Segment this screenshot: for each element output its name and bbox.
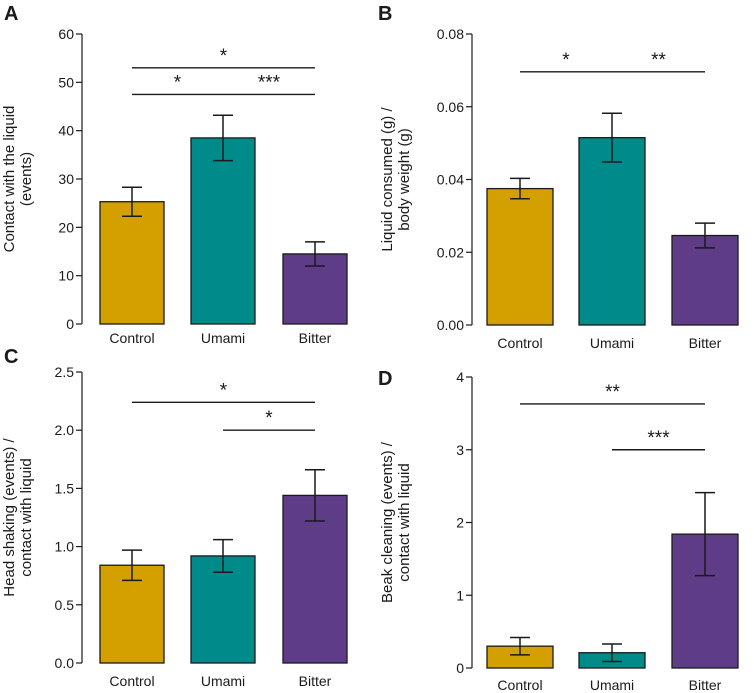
error-bar-d-umami: [602, 643, 622, 663]
category-label-a-umami: Umami: [201, 330, 245, 346]
y-tick-label-a-0: 0: [66, 316, 74, 332]
category-label-c-control: Control: [109, 673, 154, 689]
panel-letter-d: D: [378, 368, 392, 390]
y-tick-label-c-2: 1.0: [55, 539, 75, 555]
significance-label-c-1: *: [265, 408, 273, 429]
significance-label-a-2: ***: [258, 72, 281, 93]
y-axis-label-line-b-0: Liquid consumed (g) /: [379, 107, 396, 252]
bar-b-bitter: [671, 234, 739, 326]
significance-label-d-1: ***: [647, 428, 670, 449]
category-label-b-umami: Umami: [590, 335, 634, 351]
y-axis-label-a: Contact with the liquid(events): [1, 106, 35, 253]
y-tick-label-c-0: 0.0: [55, 655, 75, 671]
y-axis-label-b: Liquid consumed (g) /body weight (g): [379, 107, 413, 252]
y-tick-label-c-3: 1.5: [55, 480, 75, 496]
bar-a-control: [99, 201, 165, 325]
category-label-a-control: Control: [109, 330, 154, 346]
y-tick-label-a-4: 40: [58, 123, 74, 139]
error-bar-d-bitter: [695, 491, 715, 577]
y-tick-label-b-1: 0.02: [437, 244, 464, 260]
bar-c-bitter: [282, 494, 348, 664]
category-label-a-bitter: Bitter: [299, 330, 332, 346]
y-axis-label-line-d-0: Beak cleaning (events) /: [379, 441, 396, 603]
y-axis-label-line-a-0: Contact with the liquid: [1, 106, 18, 253]
error-bar-c-control: [122, 549, 142, 582]
y-tick-label-d-2: 2: [456, 515, 464, 531]
category-label-d-bitter: Bitter: [689, 677, 722, 693]
significance-label-c-0: *: [220, 380, 228, 401]
y-tick-label-c-1: 0.5: [55, 597, 75, 613]
y-tick-label-c-4: 2.0: [55, 422, 75, 438]
y-axis-label-line-a-1: (events): [18, 152, 35, 206]
bar-b-umami: [578, 137, 646, 326]
category-label-d-control: Control: [497, 677, 542, 693]
y-tick-label-a-6: 60: [58, 26, 74, 42]
y-tick-label-d-4: 4: [456, 369, 464, 385]
category-label-b-bitter: Bitter: [689, 335, 722, 351]
category-label-c-bitter: Bitter: [299, 673, 332, 689]
error-bar-b-umami: [602, 112, 622, 163]
y-tick-label-a-2: 20: [58, 219, 74, 235]
category-label-c-umami: Umami: [201, 673, 245, 689]
bar-c-umami: [190, 555, 256, 664]
y-tick-label-b-2: 0.04: [437, 172, 464, 188]
error-bar-d-control: [510, 636, 530, 656]
bar-c-control: [99, 564, 165, 664]
y-tick-label-b-0: 0.00: [437, 317, 464, 333]
y-axis-label-c: Head shaking (events) /contact with liqu…: [1, 437, 35, 596]
y-tick-label-d-0: 0: [456, 660, 464, 676]
y-tick-label-d-3: 3: [456, 442, 464, 458]
bar-b-control: [486, 187, 554, 326]
y-tick-label-a-5: 50: [58, 74, 74, 90]
error-bar-b-control: [510, 177, 530, 200]
panel-letter-c: C: [4, 346, 18, 368]
error-bar-c-bitter: [305, 469, 325, 522]
category-label-d-umami: Umami: [590, 677, 634, 693]
y-tick-label-c-5: 2.5: [55, 364, 75, 380]
error-bar-a-control: [122, 186, 142, 217]
significance-label-a-1: *: [174, 72, 182, 93]
error-bar-a-umami: [213, 114, 233, 162]
y-tick-label-a-3: 30: [58, 171, 74, 187]
significance-label-b-0: *: [562, 50, 570, 71]
y-tick-label-b-4: 0.08: [437, 26, 464, 42]
y-tick-label-a-1: 10: [58, 268, 74, 284]
category-label-b-control: Control: [497, 335, 542, 351]
y-axis-label-line-b-1: body weight (g): [396, 128, 413, 231]
y-axis-label-line-d-1: contact with liquid: [396, 463, 413, 581]
panel-letter-a: A: [4, 3, 18, 25]
bar-a-umami: [190, 137, 256, 325]
y-tick-label-d-1: 1: [456, 587, 464, 603]
error-bar-a-bitter: [305, 241, 325, 267]
y-axis-label-d: Beak cleaning (events) /contact with liq…: [379, 441, 413, 603]
error-bar-b-bitter: [695, 222, 715, 249]
y-tick-label-b-3: 0.06: [437, 99, 464, 115]
error-bar-c-umami: [213, 538, 233, 573]
y-axis-label-line-c-1: contact with liquid: [18, 458, 35, 576]
panel-letter-b: B: [378, 3, 392, 25]
significance-label-b-1: **: [651, 50, 666, 71]
significance-label-a-0: *: [220, 46, 228, 67]
y-axis-label-line-c-0: Head shaking (events) /: [1, 437, 18, 596]
significance-label-d-0: **: [605, 382, 620, 403]
